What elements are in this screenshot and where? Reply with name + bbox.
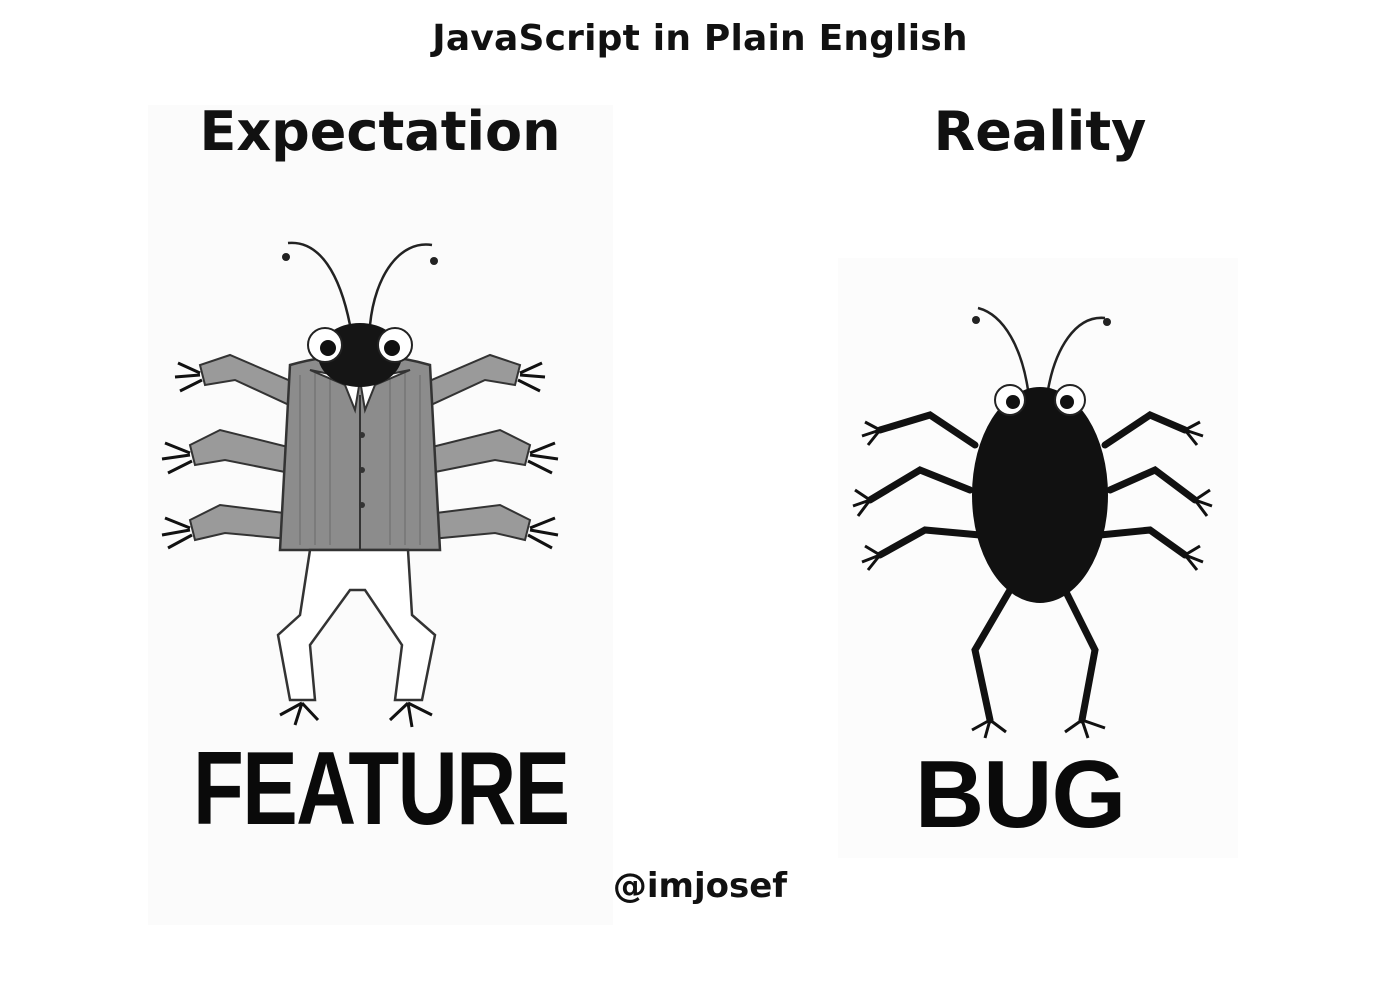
meme-title: JavaScript in Plain English: [432, 18, 968, 59]
author-handle: @imjosef: [612, 866, 788, 906]
reality-heading: Reality: [933, 100, 1147, 163]
feature-label: FEATURE: [193, 731, 570, 847]
suited-bug-illustration: [161, 241, 559, 728]
bug-illustration: [852, 306, 1213, 739]
bug-label: BUG: [914, 741, 1126, 848]
expectation-heading: Expectation: [199, 100, 561, 163]
